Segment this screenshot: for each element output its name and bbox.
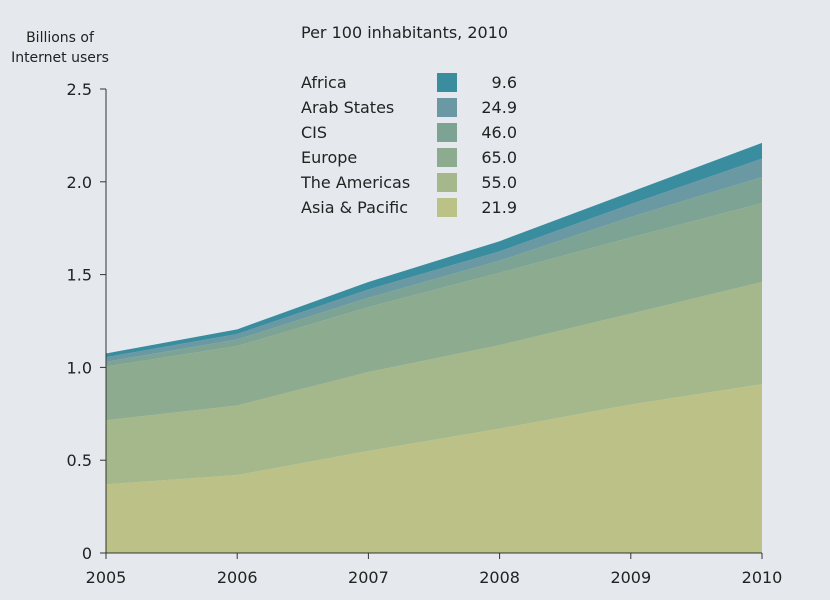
legend-value-africa: 9.6 xyxy=(492,73,517,92)
legend-label-europe: Europe xyxy=(301,148,357,167)
area-asia-pacific xyxy=(106,384,762,553)
area-layers xyxy=(106,142,762,553)
legend: Africa 9.6 Arab States 24.9 CIS 46.0 Europe 65.… xyxy=(300,73,517,217)
legend-swatch-arab-states xyxy=(437,98,457,117)
x-tick-label: 2009 xyxy=(610,568,651,587)
legend-label-africa: Africa xyxy=(301,73,347,92)
y-tick-label: 2.5 xyxy=(67,80,92,99)
legend-swatch-africa xyxy=(437,73,457,92)
legend-swatch-cis xyxy=(437,123,457,142)
x-tick-label: 2010 xyxy=(742,568,783,587)
legend-label-arab-states: Arab States xyxy=(301,98,394,117)
y-tick-label: 0.5 xyxy=(67,451,92,470)
legend-swatch-the-americas xyxy=(437,173,457,192)
area-europe xyxy=(106,203,762,421)
legend-swatch-europe xyxy=(437,148,457,167)
legend-title: Per 100 inhabitants, 2010 xyxy=(301,23,508,42)
legend-value-cis: 46.0 xyxy=(481,123,517,142)
legend-label-cis: CIS xyxy=(301,123,327,142)
y-tick-label: 2.0 xyxy=(67,173,92,192)
axes: 0 0.5 1.0 1.5 2.0 2.5 2005 2006 2007 2008 2009 2010 xyxy=(67,80,783,587)
legend-label-asia-pacific: Asia & Pacific xyxy=(301,198,408,217)
y-tick-label: 1.0 xyxy=(67,358,92,377)
y-tick-label: 1.5 xyxy=(67,266,92,285)
y-axis-label-line-1: Billions of xyxy=(26,30,95,46)
x-tick-label: 2007 xyxy=(348,568,389,587)
area-the-americas xyxy=(106,282,762,485)
legend-value-europe: 65.0 xyxy=(481,148,517,167)
legend-value-asia-pacific: 21.9 xyxy=(481,198,517,217)
x-tick-label: 2006 xyxy=(217,568,258,587)
y-axis-label-line-2: Internet users xyxy=(11,50,109,66)
x-tick-label: 2005 xyxy=(86,568,127,587)
x-tick-label: 2008 xyxy=(479,568,520,587)
legend-value-arab-states: 24.9 xyxy=(481,98,517,117)
legend-label-the-americas: The Americas xyxy=(300,173,410,192)
legend-value-the-americas: 55.0 xyxy=(481,173,517,192)
y-tick-label: 0 xyxy=(82,544,92,563)
legend-swatch-asia-pacific xyxy=(437,198,457,217)
